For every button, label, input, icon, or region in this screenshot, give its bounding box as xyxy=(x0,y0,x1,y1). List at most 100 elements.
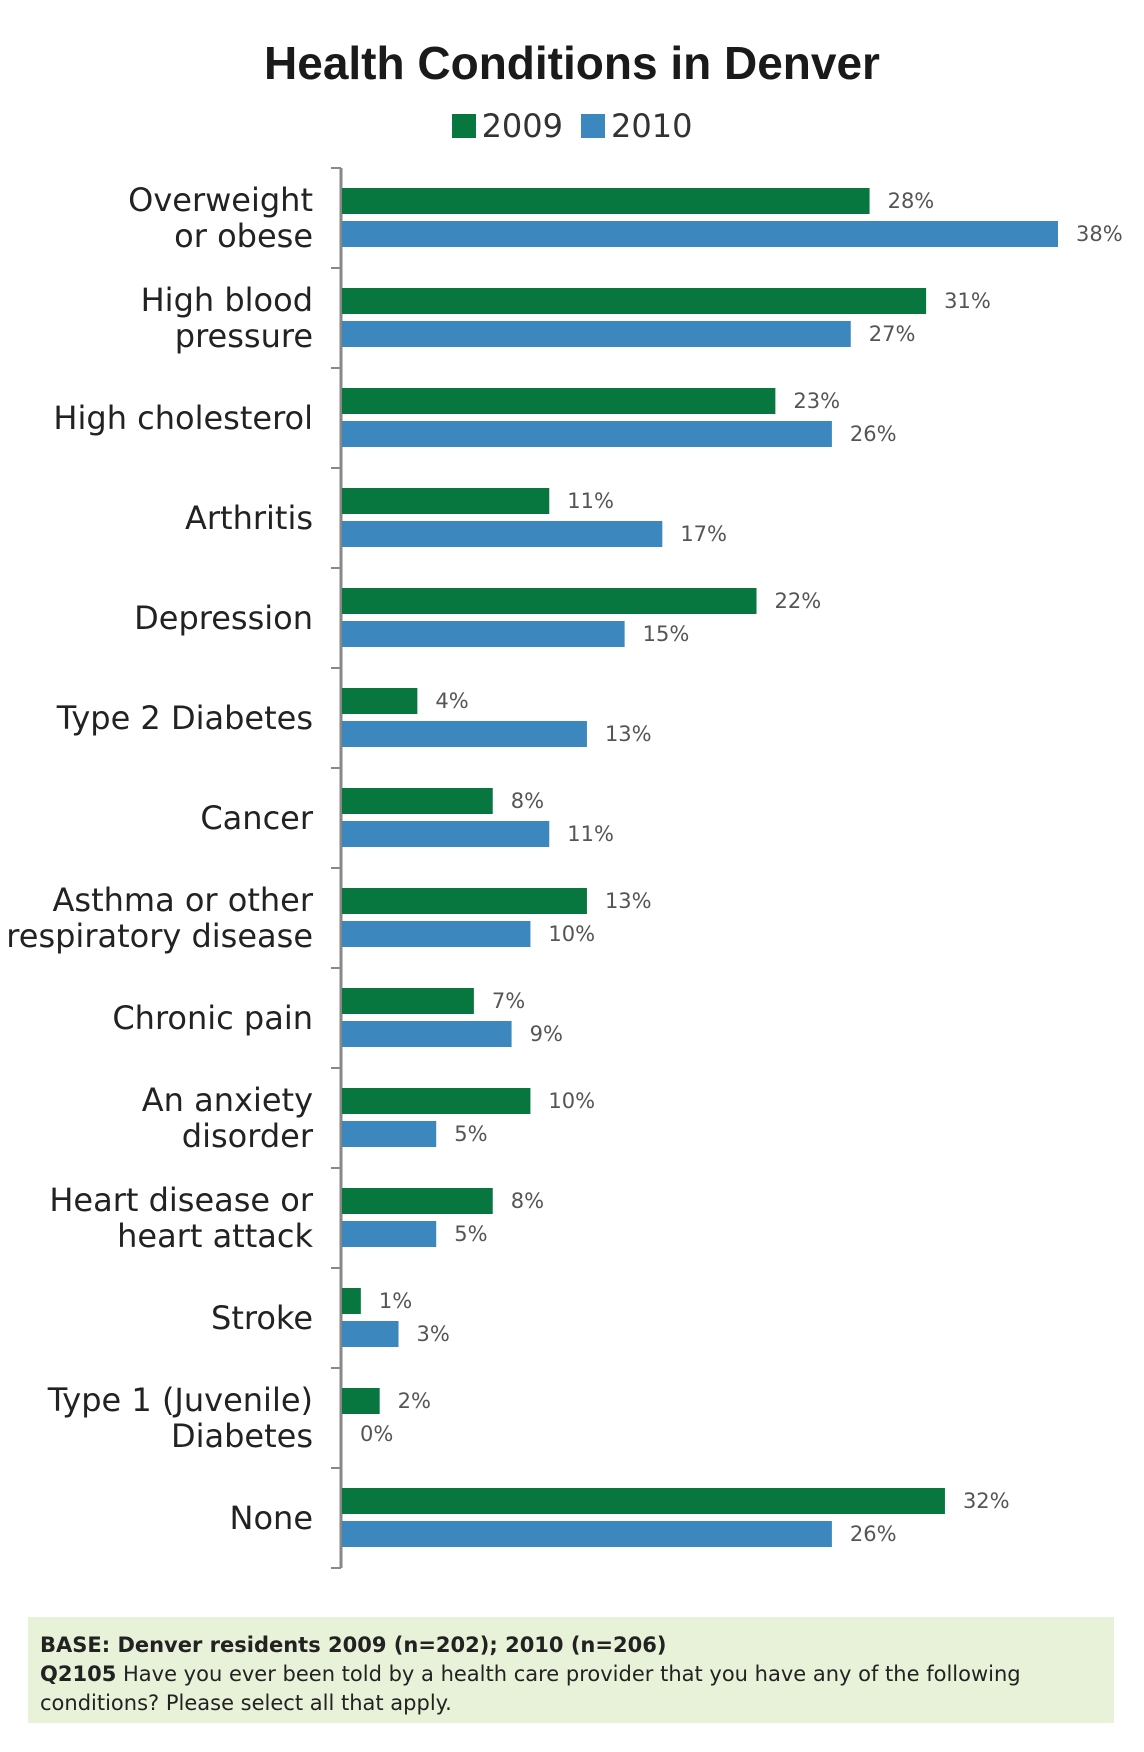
category-label: Cancer xyxy=(200,799,314,837)
data-label-2009: 22% xyxy=(775,589,822,613)
bar-2010 xyxy=(342,421,832,447)
bar-2010 xyxy=(342,1121,437,1147)
category-label: Heart disease or heart attack xyxy=(49,1181,314,1255)
data-label-2009: 10% xyxy=(548,1089,595,1113)
question-text: Have you ever been told by a health care… xyxy=(40,1662,1021,1715)
bar-2010 xyxy=(342,921,531,947)
bar-2009 xyxy=(342,1088,531,1114)
chart-legend: 2009 2010 xyxy=(0,107,1144,145)
data-label-2009: 28% xyxy=(888,189,935,213)
bar-2009 xyxy=(342,488,550,514)
bar-2009 xyxy=(342,288,927,314)
bar-2009 xyxy=(342,888,587,914)
data-label-2009: 2% xyxy=(398,1389,431,1413)
legend-label-2010: 2010 xyxy=(611,107,693,145)
category-label: Type 1 (Juvenile) Diabetes xyxy=(47,1381,313,1455)
data-label-2010: 13% xyxy=(605,722,652,746)
category-label: Arthritis xyxy=(185,499,313,537)
footnote-question: Q2105 Have you ever been told by a healt… xyxy=(40,1660,1100,1718)
bar-2010 xyxy=(342,1521,832,1547)
bar-2010 xyxy=(342,521,663,547)
category-label-line: pressure xyxy=(175,317,313,355)
data-label-2010: 26% xyxy=(850,422,897,446)
data-label-2010: 26% xyxy=(850,1522,897,1546)
data-label-2010: 5% xyxy=(454,1222,487,1246)
data-label-2010: 17% xyxy=(680,522,727,546)
bar-2010 xyxy=(342,321,851,347)
data-label-2010: 27% xyxy=(869,322,916,346)
bar-2009 xyxy=(342,988,474,1014)
category-label: High blood pressure xyxy=(141,281,313,355)
category-label: Asthma or other respiratory disease xyxy=(6,881,314,955)
data-label-2009: 4% xyxy=(435,689,468,713)
category-label-line: Chronic pain xyxy=(112,999,313,1037)
category-label: High cholesterol xyxy=(53,399,313,437)
bar-2009 xyxy=(342,1388,380,1414)
category-label-line: Stroke xyxy=(211,1299,313,1337)
data-label-2010: 10% xyxy=(548,922,595,946)
data-label-2009: 13% xyxy=(605,889,652,913)
category-label-line: or obese xyxy=(174,217,313,255)
category-label: An anxiety disorder xyxy=(142,1081,314,1155)
footnote-base: BASE: Denver residents 2009 (n=202); 201… xyxy=(40,1633,667,1657)
category-label-line: Arthritis xyxy=(185,499,313,537)
data-label-2009: 8% xyxy=(511,789,544,813)
category-label-line: Type 2 Diabetes xyxy=(56,699,313,737)
data-label-2009: 23% xyxy=(793,389,840,413)
bar-2009 xyxy=(342,788,493,814)
category-label-line: Cancer xyxy=(200,799,314,837)
bar-2009 xyxy=(342,1488,945,1514)
category-label: Stroke xyxy=(211,1299,313,1337)
category-label-line: Diabetes xyxy=(171,1417,313,1455)
legend-swatch-2009 xyxy=(451,114,476,138)
data-label-2009: 31% xyxy=(944,289,991,313)
category-label: Depression xyxy=(134,599,313,637)
category-label-line: Depression xyxy=(134,599,313,637)
bar-chart: Overweight or obese 28% 38% High blood pressu… xyxy=(6,167,1123,1569)
data-label-2009: 8% xyxy=(511,1189,544,1213)
legend-item-2009: 2009 xyxy=(451,107,563,145)
bar-2010 xyxy=(342,1221,437,1247)
category-label-line: Heart disease or xyxy=(49,1181,314,1219)
legend-swatch-2010 xyxy=(581,114,605,138)
category-label-line: Type 1 (Juvenile) xyxy=(47,1381,313,1419)
data-label-2009: 7% xyxy=(492,989,525,1013)
bar-2009 xyxy=(342,388,776,414)
category-label: Type 2 Diabetes xyxy=(56,699,313,737)
bar-2010 xyxy=(342,621,625,647)
data-label-2010: 15% xyxy=(643,622,690,646)
category-label-line: respiratory disease xyxy=(6,917,313,955)
category-label-line: Overweight xyxy=(128,181,313,219)
bar-2010 xyxy=(342,221,1058,247)
data-label-2010: 0% xyxy=(360,1422,393,1446)
chart-title: Health Conditions in Denver xyxy=(264,37,880,89)
bar-2010 xyxy=(342,1021,512,1047)
category-label-line: Asthma or other xyxy=(53,881,314,919)
data-label-2010: 9% xyxy=(530,1022,563,1046)
category-label-line: High blood xyxy=(141,281,313,319)
data-label-2009: 11% xyxy=(567,489,614,513)
category-label: None xyxy=(230,1499,313,1537)
category-label-line: disorder xyxy=(182,1117,314,1155)
footnote-box: BASE: Denver residents 2009 (n=202); 201… xyxy=(28,1617,1114,1723)
data-label-2010: 5% xyxy=(454,1122,487,1146)
data-label-2010: 11% xyxy=(567,822,614,846)
category-label-line: None xyxy=(230,1499,313,1537)
bar-2010 xyxy=(342,821,550,847)
category-label-line: heart attack xyxy=(117,1217,313,1255)
data-label-2010: 3% xyxy=(417,1322,450,1346)
bar-2009 xyxy=(342,588,757,614)
bar-2010 xyxy=(342,1321,399,1347)
category-label: Chronic pain xyxy=(112,999,313,1037)
category-label: Overweight or obese xyxy=(128,181,313,255)
data-label-2009: 1% xyxy=(379,1289,412,1313)
category-label-line: High cholesterol xyxy=(53,399,313,437)
data-label-2009: 32% xyxy=(963,1489,1010,1513)
category-label-line: An anxiety xyxy=(142,1081,313,1119)
bar-2010 xyxy=(342,721,587,747)
bar-2009 xyxy=(342,688,418,714)
bar-2009 xyxy=(342,1188,493,1214)
question-id: Q2105 xyxy=(40,1662,117,1686)
bar-2009 xyxy=(342,188,870,214)
legend-label-2009: 2009 xyxy=(481,107,563,145)
